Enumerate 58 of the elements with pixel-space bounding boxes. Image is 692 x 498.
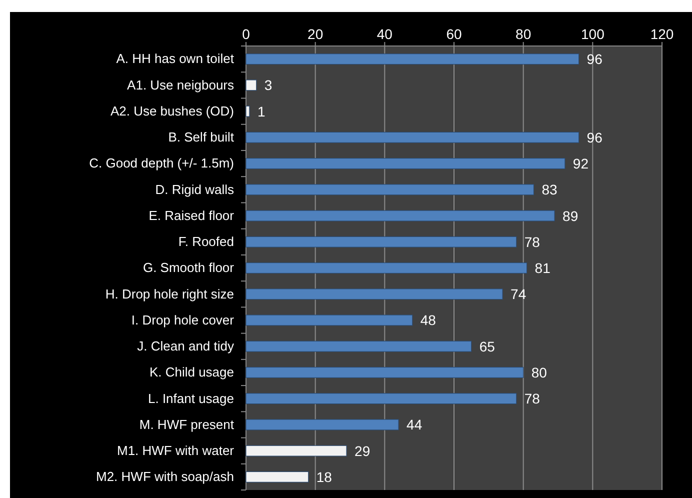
y-tick-label: A. HH has own toilet [116,51,234,66]
bar [246,210,555,222]
x-tick-label: 60 [446,26,462,42]
data-label: 65 [479,338,496,354]
data-label: 3 [264,77,272,94]
bar [246,445,347,456]
data-label: 18 [316,468,332,485]
data-label: 92 [572,156,589,172]
data-label: 74 [510,286,526,302]
y-tick-label: C. Good depth (+/- 1.5m) [89,156,234,171]
bar [246,184,534,196]
bar [246,80,257,91]
data-label: 96 [586,129,603,146]
y-tick-label: K. Child usage [149,364,234,380]
x-tick-label: 40 [376,26,393,42]
bar [246,393,517,404]
y-tick-label: A1. Use neigbours [127,77,234,92]
bar [246,132,580,143]
x-tick-label: 20 [308,26,324,42]
y-tick-label: J. Clean and tidy [137,338,234,354]
data-label: 29 [354,442,370,459]
y-tick-label: D. Rigid walls [155,182,234,197]
bar [246,106,250,117]
bar [246,314,413,326]
bar [246,236,517,248]
y-tick-label: L. Infant usage [148,390,234,406]
x-tick-label: 120 [650,26,674,42]
bar [246,158,566,170]
y-tick-label: M1. HWF with water [116,442,235,458]
data-label: 78 [524,390,540,407]
y-tick-label: F. Roofed [178,234,234,250]
data-label: 96 [586,51,603,68]
data-label: 78 [524,234,540,250]
y-tick-label: H. Drop hole right size [105,286,234,302]
data-label: 80 [531,364,548,380]
y-tick-label: M. HWF present [139,416,234,432]
data-label: 44 [406,416,422,433]
bar [246,54,580,65]
data-label: 1 [257,103,266,120]
y-tick-label: B. Self built [168,130,234,145]
data-label: 81 [534,260,551,276]
data-label: 89 [562,208,578,224]
y-tick-label: A2. Use bushes (OD) [110,103,234,118]
data-label: 48 [420,312,436,328]
bar [246,419,399,430]
bar [246,262,528,274]
y-tick-label: G. Smooth floor [142,260,235,276]
bar [246,366,524,378]
x-tick-label: 100 [580,26,605,42]
y-tick-label: I. Drop hole cover [131,312,235,328]
x-tick-label: 80 [516,26,532,42]
bar [246,340,472,352]
data-label: 83 [542,182,558,198]
bar [246,288,503,300]
x-tick-label: 0 [242,26,250,42]
bar [246,471,309,482]
y-tick-label: E. Raised floor [148,208,235,223]
y-tick-label: M2. HWF with soap/ash [96,469,234,484]
